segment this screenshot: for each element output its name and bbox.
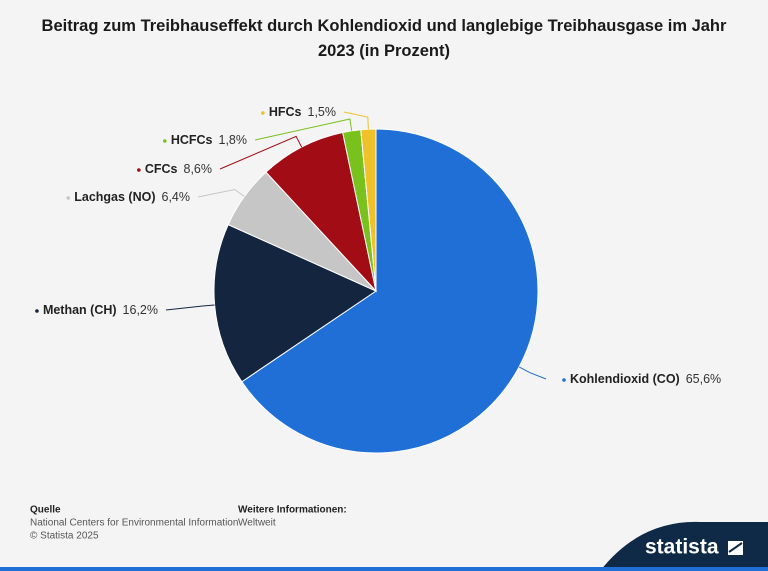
category-label: Kohlendioxid (CO) (570, 372, 680, 386)
bullet (137, 168, 141, 172)
category-label: HCFCs (171, 133, 213, 147)
slice-label: Lachgas (NO) 6,4% (74, 190, 190, 204)
slice-label: HCFCs 1,8% (171, 133, 247, 147)
bullet (163, 139, 167, 143)
category-label: CFCs (145, 162, 178, 176)
category-label: Lachgas (NO) (74, 190, 155, 204)
value-label: 8,6% (184, 162, 213, 176)
pie-slice (241, 128, 539, 454)
bullet (66, 196, 71, 200)
bullet (562, 378, 566, 382)
bullet (35, 309, 39, 313)
value-label: 16,2% (123, 303, 158, 317)
info-title: Weitere Informationen: (238, 505, 347, 516)
leader-line (254, 118, 353, 141)
slice-label: Methan (CH) 16,2% (43, 303, 158, 317)
category-label: HFCs (269, 105, 302, 119)
copyright: © Statista 2025 (30, 531, 99, 542)
brand-icon (726, 539, 745, 557)
value-label: 1,8% (219, 133, 248, 147)
leader-line (219, 135, 303, 170)
leader-line (343, 111, 369, 130)
value-label: 6,4% (162, 190, 191, 204)
source-title: Quelle (30, 505, 61, 516)
source: National Centers for Environmental Infor… (30, 518, 238, 529)
leader-line (197, 188, 245, 198)
chart-title: Beitrag zum Treibhauseffekt durch Kohlen… (41, 17, 727, 60)
pie-slice (360, 128, 377, 292)
leader-line (518, 366, 547, 380)
slice-label: CFCs 8,6% (145, 162, 212, 176)
bullet (261, 111, 265, 115)
brand: statista (645, 536, 719, 559)
slice-label: Kohlendioxid (CO) 65,6% (570, 372, 721, 386)
value-label: 65,6% (686, 372, 721, 386)
info: Weltweit (238, 518, 276, 529)
category-label: Methan (CH) (43, 303, 117, 317)
brand-shape (600, 521, 768, 571)
pie-slice (265, 131, 377, 293)
leader-line (165, 304, 215, 311)
value-label: 1,5% (308, 105, 337, 119)
slice-label: HFCs 1,5% (269, 105, 336, 119)
bottom-bar (0, 567, 768, 571)
